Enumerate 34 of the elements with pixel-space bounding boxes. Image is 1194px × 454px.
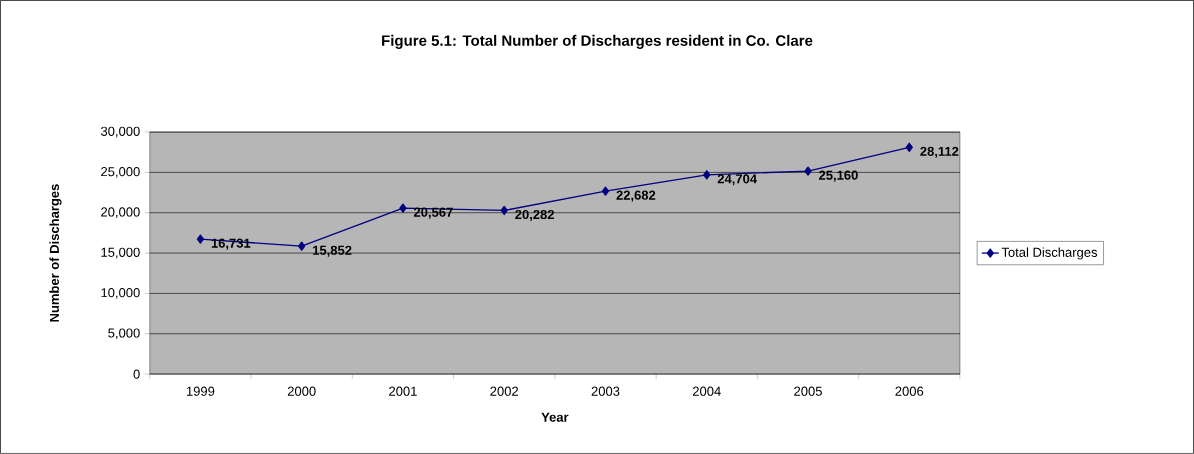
y-axis-title: Number of Discharges (49, 184, 62, 322)
point (703, 170, 711, 180)
y-tick-label: 25,000 (101, 167, 140, 178)
x-tick-label: 2003 (591, 386, 620, 396)
text: 20,567 (413, 207, 453, 219)
point (298, 241, 306, 251)
chart-title: Figure 5.1: Total Number of Discharges resident in Co. Clare (382, 34, 813, 49)
point (905, 142, 913, 152)
x-tick-label: 2005 (794, 386, 822, 396)
x-tick-label: 2006 (895, 386, 924, 396)
y-tick-label: 5,000 (108, 328, 140, 340)
x-tick-label: 2001 (389, 386, 417, 396)
x-tick-label: 1999 (186, 386, 215, 396)
x-tick-label: 2004 (692, 386, 721, 396)
point (399, 203, 407, 213)
y-tick-label: 30,000 (100, 126, 140, 138)
x-tick-label: 2002 (490, 386, 519, 396)
x-axis-title: Year (541, 412, 569, 422)
legend-label: Total Discharges (1001, 247, 1098, 260)
point (500, 205, 508, 216)
y-tick-label: 20,000 (101, 207, 140, 219)
text: 20,282 (515, 209, 554, 222)
text: 22,682 (616, 190, 656, 202)
text: 15,852 (313, 245, 352, 257)
point (804, 166, 812, 176)
text: 28,112 (920, 146, 959, 158)
point (196, 234, 205, 244)
y-tick-label: 10,000 (101, 288, 140, 299)
y-tick-label: 15,000 (101, 247, 140, 259)
point (601, 186, 610, 196)
y-tick-label: 0 (133, 369, 140, 379)
x-tick-label: 2000 (287, 386, 316, 396)
text: 25,160 (819, 170, 858, 182)
text: 24,704 (717, 174, 757, 186)
